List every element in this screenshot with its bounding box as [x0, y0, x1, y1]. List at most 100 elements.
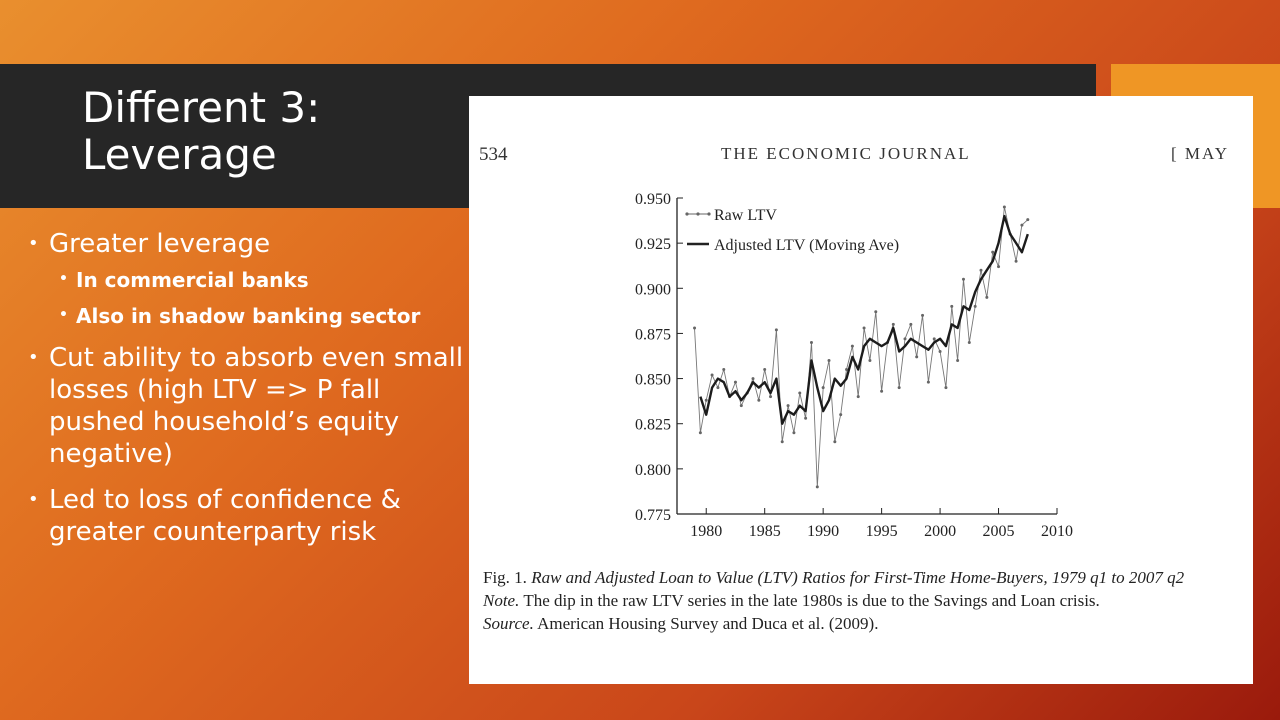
- x-tick-label: 1985: [749, 523, 781, 540]
- y-ticks: 0.950 0.925 0.900 0.875 0.850 0.825 0.800 0.775: [635, 191, 683, 524]
- raw-ltv-point: [839, 413, 843, 417]
- figure-caption: Fig. 1. Raw and Adjusted Loan to Value (…: [483, 566, 1243, 635]
- bullet-absorb-losses: Cut ability to absorb even small losses …: [28, 342, 468, 470]
- raw-ltv-point: [985, 295, 989, 299]
- x-tick-label: 2010: [1041, 523, 1073, 540]
- raw-ltv-point: [757, 398, 761, 402]
- raw-ltv-point: [827, 359, 831, 363]
- raw-ltv-point: [693, 326, 697, 330]
- title-line-1: Different 3:: [82, 83, 321, 132]
- raw-ltv-point: [938, 349, 942, 353]
- raw-ltv-point: [874, 310, 878, 314]
- raw-ltv-point: [704, 398, 708, 402]
- raw-ltv-point: [698, 431, 702, 435]
- legend: Raw LTV Adjusted LTV (Moving Ave): [685, 207, 899, 254]
- raw-ltv-point: [780, 440, 784, 444]
- raw-ltv-point: [769, 395, 773, 399]
- raw-ltv-point: [1020, 223, 1024, 227]
- y-tick-label: 0.925: [635, 236, 671, 253]
- caption-title-line: Fig. 1. Raw and Adjusted Loan to Value (…: [483, 566, 1243, 589]
- y-tick-label: 0.875: [635, 326, 671, 343]
- raw-ltv-point: [850, 344, 854, 348]
- series-adjusted-ltv-line: [699, 214, 1029, 425]
- ltv-line-chart: 0.950 0.925 0.900 0.875 0.850 0.825 0.800 0.775…: [635, 191, 1073, 540]
- raw-ltv-point: [710, 373, 714, 377]
- note-text: The dip in the raw LTV series in the lat…: [523, 591, 1100, 610]
- raw-ltv-point: [880, 389, 884, 393]
- bullet-greater-leverage: Greater leverage: [28, 228, 468, 260]
- raw-ltv-point: [909, 322, 913, 326]
- raw-ltv-point: [915, 355, 919, 359]
- raw-ltv-point: [926, 380, 930, 384]
- raw-ltv-point: [833, 440, 837, 444]
- raw-ltv-point: [961, 277, 965, 281]
- raw-ltv-point: [845, 368, 849, 372]
- raw-ltv-point: [903, 337, 907, 341]
- raw-ltv-point: [967, 340, 971, 344]
- raw-ltv-point: [786, 404, 790, 408]
- raw-ltv-point: [733, 380, 737, 384]
- page-number: 534: [479, 144, 508, 165]
- y-tick-label: 0.775: [635, 507, 671, 524]
- raw-ltv-point: [897, 386, 901, 390]
- y-tick-label: 0.950: [635, 191, 671, 208]
- source-text: American Housing Survey and Duca et al. …: [537, 614, 879, 633]
- source-label: Source.: [483, 614, 534, 633]
- y-tick-label: 0.900: [635, 281, 671, 298]
- legend-raw-label: Raw LTV: [714, 207, 777, 224]
- raw-ltv-point: [950, 304, 954, 308]
- bullet-confidence: Led to loss of confidence & greater coun…: [28, 484, 468, 548]
- y-tick-label: 0.825: [635, 417, 671, 434]
- y-tick-label: 0.850: [635, 372, 671, 389]
- raw-ltv-point: [774, 328, 778, 332]
- x-tick-label: 1980: [690, 523, 722, 540]
- note-label: Note.: [483, 591, 520, 610]
- raw-ltv-point: [751, 377, 755, 381]
- raw-ltv-point: [809, 340, 813, 344]
- raw-ltv-point: [1026, 218, 1030, 222]
- raw-ltv-point: [932, 337, 936, 341]
- sub-bullet-shadow-banking: Also in shadow banking sector: [28, 303, 468, 328]
- caption-title: Raw and Adjusted Loan to Value (LTV) Rat…: [531, 568, 1185, 587]
- journal-figure: 534 THE ECONOMIC JOURNAL [ MAY 0.950 0.92…: [469, 96, 1253, 684]
- raw-ltv-point: [739, 404, 743, 408]
- raw-ltv-point: [862, 326, 866, 330]
- journal-name: THE ECONOMIC JOURNAL: [721, 144, 971, 163]
- raw-ltv-point: [722, 368, 726, 372]
- raw-ltv-point: [763, 368, 767, 372]
- raw-ltv-point: [868, 359, 872, 363]
- raw-ltv-point: [821, 386, 825, 390]
- raw-ltv-point: [798, 391, 802, 395]
- raw-ltv-point: [973, 304, 977, 308]
- bullet-list: Greater leverage In commercial banks Als…: [28, 228, 468, 556]
- series-lines: [693, 205, 1030, 489]
- legend-raw-symbol: [685, 212, 711, 216]
- raw-ltv-point: [891, 322, 895, 326]
- raw-ltv-point: [991, 250, 995, 254]
- x-ticks: 1980 1985 1990 1995 2000 2005 2010: [690, 508, 1073, 540]
- sub-bullet-commercial-banks: In commercial banks: [28, 267, 468, 292]
- issue-month: [ MAY: [1170, 144, 1229, 163]
- caption-note-line: Note. The dip in the raw LTV series in t…: [483, 589, 1243, 612]
- x-tick-label: 1995: [866, 523, 898, 540]
- figure-header: 534 THE ECONOMIC JOURNAL [ MAY: [469, 144, 1253, 168]
- slide-title: Different 3: Leverage: [82, 84, 462, 178]
- raw-ltv-point: [944, 386, 948, 390]
- y-tick-label: 0.800: [635, 462, 671, 479]
- x-tick-label: 2000: [924, 523, 956, 540]
- raw-ltv-point: [792, 431, 796, 435]
- raw-ltv-point: [856, 395, 860, 399]
- x-tick-label: 1990: [807, 523, 839, 540]
- raw-ltv-point: [1002, 205, 1006, 209]
- raw-ltv-point: [804, 416, 808, 420]
- caption-prefix: Fig. 1.: [483, 568, 527, 587]
- raw-ltv-point: [956, 359, 960, 363]
- x-tick-label: 2005: [983, 523, 1015, 540]
- raw-ltv-point: [997, 265, 1001, 269]
- title-line-2: Leverage: [82, 130, 277, 179]
- raw-ltv-point: [815, 485, 819, 489]
- raw-ltv-point: [716, 386, 720, 390]
- raw-ltv-point: [979, 268, 983, 272]
- raw-ltv-point: [921, 313, 925, 317]
- raw-ltv-point: [1014, 259, 1018, 263]
